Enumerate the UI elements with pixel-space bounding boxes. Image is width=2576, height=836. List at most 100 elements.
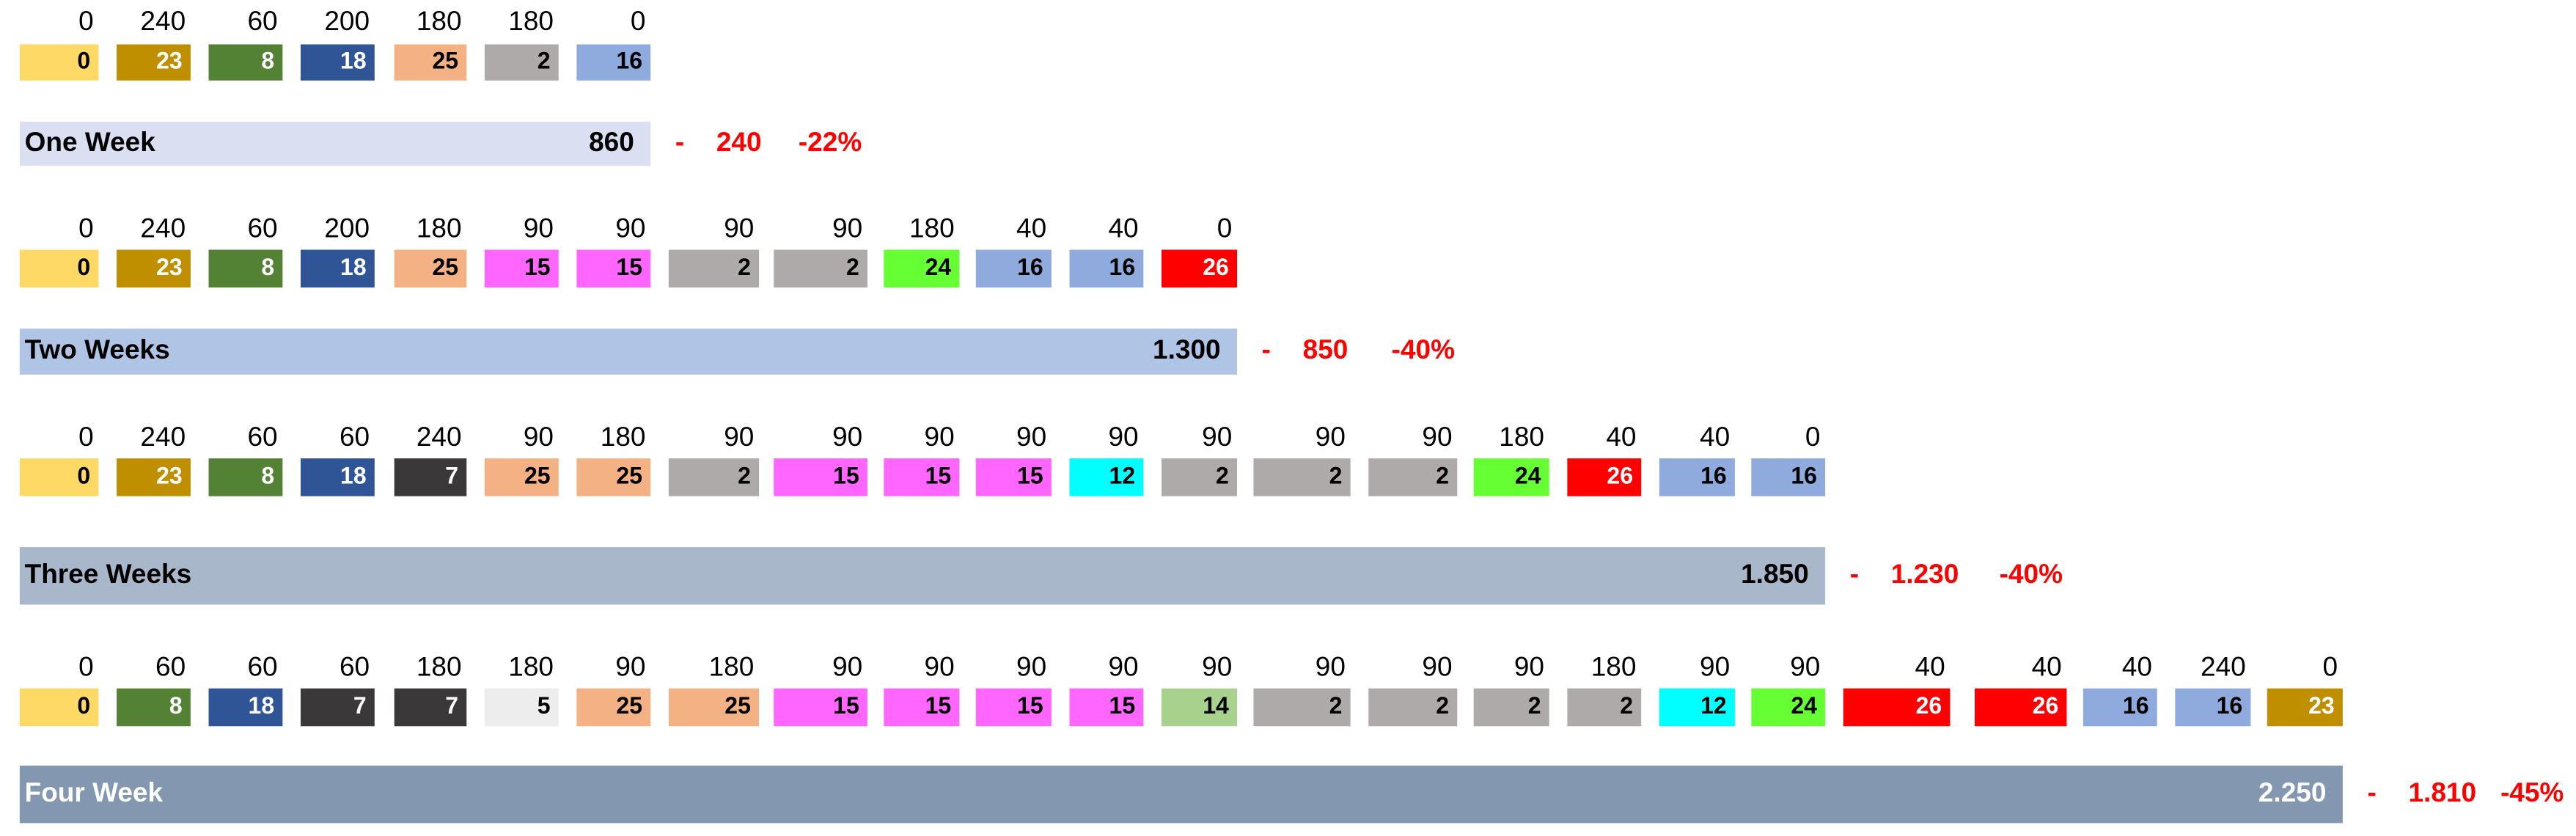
cell — [1567, 688, 1642, 727]
cell-value: 18 — [249, 692, 275, 719]
cell-value: 18 — [340, 462, 367, 488]
cell-value: 8 — [261, 48, 274, 74]
cell-value: 18 — [340, 48, 367, 74]
cell-value: 15 — [925, 462, 952, 488]
header-number: 90 — [925, 422, 955, 452]
cell — [975, 458, 1052, 496]
cell — [117, 44, 191, 81]
cell — [1659, 458, 1735, 496]
header-number: 90 — [724, 422, 754, 452]
cell-value: 2 — [1620, 692, 1633, 719]
cell — [2175, 688, 2251, 727]
difference: 1.230 — [1891, 559, 1959, 589]
difference-percent: -40% — [1392, 334, 1455, 364]
header-number: 60 — [247, 213, 277, 243]
cell-value: 2 — [1216, 462, 1229, 488]
cell — [1567, 458, 1642, 496]
header-number: 90 — [925, 652, 955, 682]
cell-value: 5 — [537, 692, 551, 719]
cell-value: 26 — [1607, 462, 1633, 488]
cell-value: 8 — [261, 254, 274, 280]
cell-value: 16 — [1700, 462, 1727, 488]
header-number: 90 — [832, 422, 862, 452]
cell — [1473, 458, 1549, 496]
cell — [576, 458, 651, 496]
cell-value: 25 — [524, 462, 551, 488]
header-number: 90 — [1016, 652, 1046, 682]
summary-bar — [19, 547, 1826, 605]
cell-value: 2 — [1436, 692, 1449, 719]
cell — [19, 249, 99, 288]
header-number: 240 — [417, 422, 462, 452]
header-number: 240 — [2201, 652, 2246, 682]
header-number: 90 — [1790, 652, 1820, 682]
cell — [208, 249, 283, 288]
cell — [19, 458, 99, 496]
cell — [117, 688, 191, 727]
difference-percent: -45% — [2500, 777, 2564, 807]
header-number: 60 — [247, 652, 277, 682]
header-number: 40 — [1108, 213, 1138, 243]
header-number: 180 — [417, 652, 462, 682]
cell — [1069, 688, 1144, 727]
cell — [208, 688, 283, 727]
cell-value: 12 — [1109, 462, 1136, 488]
cell-value: 15 — [1109, 692, 1136, 719]
header-number: 90 — [832, 652, 862, 682]
cell-value: 15 — [833, 692, 859, 719]
summary-total: 2.250 — [2258, 777, 2327, 807]
cell-value: 2 — [738, 254, 751, 280]
cell-value: 23 — [2308, 692, 2335, 719]
cell-value: 14 — [1203, 692, 1229, 719]
cell — [1161, 688, 1238, 727]
cell — [1751, 458, 1826, 496]
cell-value: 7 — [445, 462, 458, 488]
cell-value: 15 — [1017, 462, 1043, 488]
header-number: 90 — [1514, 652, 1544, 682]
cell — [1975, 688, 2067, 727]
header-number: 90 — [832, 213, 862, 243]
cell-value: 15 — [925, 692, 952, 719]
cell — [1368, 458, 1458, 496]
cell — [2267, 688, 2343, 727]
summary-label: Two Weeks — [25, 334, 170, 364]
header-number: 90 — [1202, 652, 1232, 682]
cell-value: 2 — [846, 254, 859, 280]
cell — [484, 249, 559, 288]
cell — [1069, 458, 1144, 496]
summary-total: 1.850 — [1741, 559, 1809, 589]
cell — [1659, 688, 1735, 727]
cell-value: 2 — [1436, 462, 1449, 488]
header-number: 240 — [140, 213, 186, 243]
header-number: 40 — [1606, 422, 1636, 452]
header-number: 180 — [909, 213, 955, 243]
cell — [1253, 688, 1351, 727]
cell-value: 8 — [261, 462, 274, 488]
cell-value: 2 — [1528, 692, 1541, 719]
header-number: 0 — [78, 6, 94, 36]
cell-value: 26 — [1916, 692, 1942, 719]
cell-value: 25 — [724, 692, 751, 719]
cell-value: 16 — [616, 48, 642, 74]
header-number: 180 — [1591, 652, 1637, 682]
cell — [668, 249, 760, 288]
cell-value: 0 — [77, 462, 90, 488]
cell-value: 25 — [616, 692, 642, 719]
header-number: 40 — [1915, 652, 1945, 682]
summary-total: 1.300 — [1153, 334, 1221, 364]
cell — [668, 458, 760, 496]
header-number: 180 — [601, 422, 646, 452]
cell-value: 26 — [1203, 254, 1229, 280]
difference-percent: -40% — [2000, 559, 2063, 589]
summary-total: 860 — [589, 127, 634, 157]
cell — [300, 458, 375, 496]
cell — [576, 249, 651, 288]
cell — [1161, 458, 1238, 496]
header-number: 180 — [508, 652, 554, 682]
cell-value: 7 — [353, 692, 367, 719]
header-number: 0 — [78, 213, 94, 243]
header-number: 60 — [340, 422, 370, 452]
header-number: 0 — [78, 422, 94, 452]
